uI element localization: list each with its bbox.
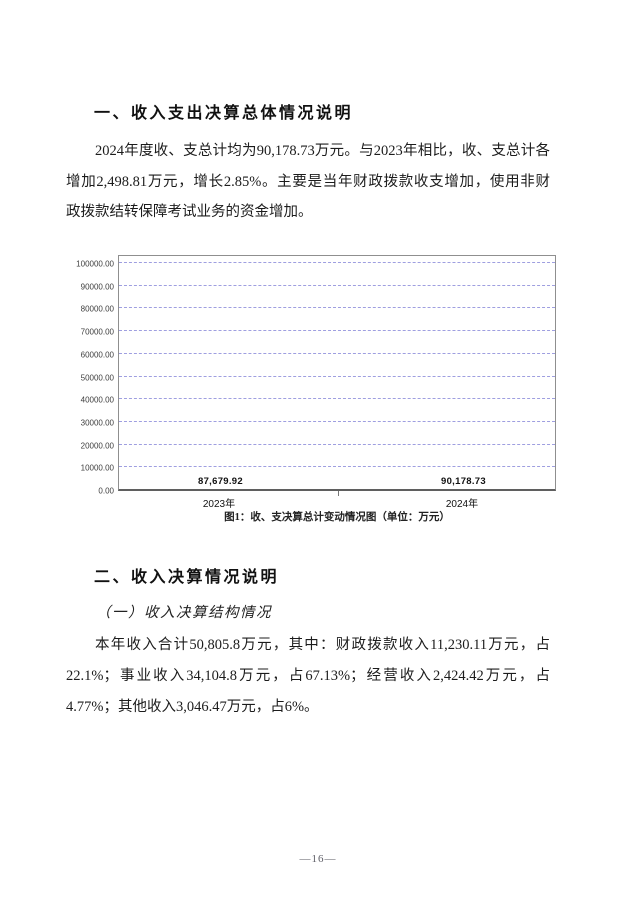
bar-group-2023: 87,679.92 xyxy=(193,476,248,489)
gridline xyxy=(119,375,555,377)
x-axis-label-2023: 2023年 xyxy=(202,499,236,510)
gridline xyxy=(119,330,555,332)
page-number: —16— xyxy=(299,853,337,865)
y-axis-tick-label: 100000.00 xyxy=(76,259,114,269)
y-axis-tick-label: 60000.00 xyxy=(80,350,114,360)
bar-group-2024: 90,178.73 xyxy=(436,476,491,489)
bar-value-label: 87,679.92 xyxy=(198,476,243,487)
section2-paragraph: 本年收入合计50,805.8万元，其中：财政拨款收入11,230.11万元，占 … xyxy=(66,630,550,723)
y-axis-tick-label: 80000.00 xyxy=(80,304,114,314)
gridline xyxy=(119,284,555,286)
bar-value-label: 90,178.73 xyxy=(441,476,486,487)
y-axis-tick-label: 50000.00 xyxy=(80,373,114,382)
bar-chart-figure: 100000.00 90000.00 80000.00 70000.00 60000.0… xyxy=(74,248,560,534)
y-axis-tick-label: 90000.00 xyxy=(80,282,114,292)
y-axis-labels: 100000.00 90000.00 80000.00 70000.00 60000.0… xyxy=(74,260,114,496)
paragraph-line: 增加2,498.81万元，增长2.85%。主要是当年财政拨款收支增加，使用非财 xyxy=(66,173,550,190)
chart-plot-area: 87,679.92 90,178.73 xyxy=(118,255,556,496)
section1-heading: 一、收入支出决算总体情况说明 xyxy=(94,105,354,122)
x-axis-label-2024: 2024年 xyxy=(445,499,479,510)
section1-paragraph: 2024年度收、支总计均为90,178.73万元。与2023年相比，收、支总计各… xyxy=(66,136,550,228)
paragraph-line: 政拨款结转保障考试业务的资金增加。 xyxy=(66,204,313,221)
gridline xyxy=(119,466,555,468)
y-axis-tick-label: 10000.00 xyxy=(80,463,114,473)
paragraph-line: 22.1%；事业收入34,104.8万元，占67.13%；经营收入2,424.4… xyxy=(66,668,550,684)
y-axis-tick-label: 30000.00 xyxy=(80,418,114,428)
gridline xyxy=(119,398,555,400)
gridline xyxy=(119,307,555,309)
gridline xyxy=(119,262,555,263)
section2-subheading: （一）收入决算结构情况 xyxy=(96,605,272,621)
gridline xyxy=(119,352,555,354)
y-axis-tick-label: 40000.00 xyxy=(80,395,114,405)
gridline xyxy=(119,420,555,422)
y-axis-tick-label: 70000.00 xyxy=(80,327,114,337)
paragraph-line: 2024年度收、支总计均为90,178.73万元。与2023年相比，收、支总计各 xyxy=(95,143,550,159)
section2-heading: 二、收入决算情况说明 xyxy=(94,569,280,586)
paragraph-line: 本年收入合计50,805.8万元，其中：财政拨款收入11,230.11万元，占 xyxy=(95,637,550,653)
x-axis-tick xyxy=(338,491,339,496)
y-axis-tick-label: 0.00 xyxy=(98,486,114,496)
paragraph-line: 4.77%；其他收入3,046.47万元，占6%。 xyxy=(66,699,319,715)
gridline xyxy=(119,443,555,445)
chart-scale-area: 87,679.92 90,178.73 xyxy=(119,262,555,489)
y-axis-tick-label: 20000.00 xyxy=(80,441,114,451)
figure-caption: 图1：收、支决算总计变动情况图（单位：万元） xyxy=(224,512,450,523)
